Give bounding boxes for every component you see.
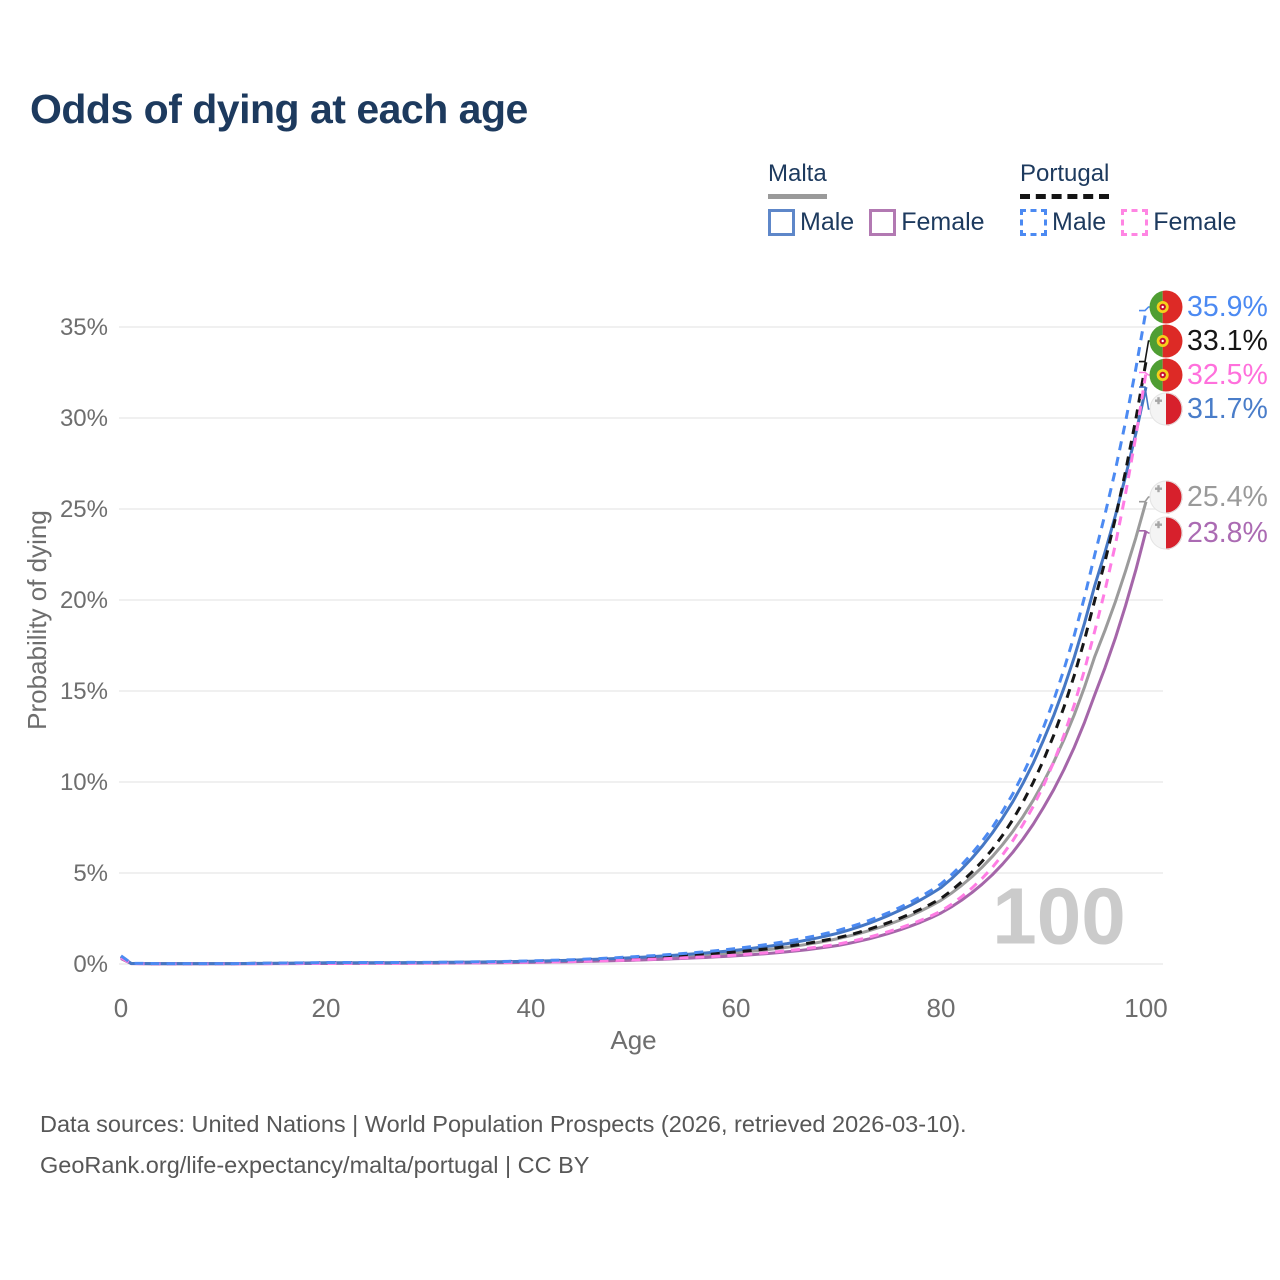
legend-items-portugal: Male Female [1020,208,1252,237]
x-tick-60: 60 [722,993,751,1023]
x-tick-40: 40 [517,993,546,1023]
portugal-flag-icon [1149,358,1183,392]
legend-swatch-malta-female [869,209,897,236]
legend-item-portugal-female[interactable]: Female [1121,208,1251,237]
footer: Data sources: United Nations | World Pop… [40,1104,967,1186]
y-tick-10: 10% [60,769,108,796]
malta-flag-icon [1149,392,1183,426]
legend-items-malta: Male Female [768,208,1000,237]
end-label-portugal-male: 35.9% [1187,291,1268,323]
legend-header-portugal[interactable]: Portugal [1020,160,1110,199]
legend-swatch-portugal-female [1121,209,1149,236]
legend-label-malta-male: Male [800,208,855,236]
footer-data-sources: Data sources: United Nations | World Pop… [40,1111,967,1137]
series-line-portugal-female [120,372,1148,966]
end-label-portugal-all: 33.1% [1187,325,1268,357]
y-tick-30: 30% [60,405,108,432]
x-tick-0: 0 [114,993,128,1023]
legend-swatch-malta-male [768,209,795,236]
legend-item-malta-female[interactable]: Female [869,208,999,237]
legend-swatch-portugal-male [1020,209,1047,236]
x-tick-100: 100 [1124,993,1167,1023]
line-chart[interactable]: 0% 5% 10% 15% 20% 25% 30% 35% 0 20 40 60 80 100 Age Pro… [0,280,1280,1070]
legend-item-malta-male[interactable]: Male [768,208,869,237]
legend-label-malta-female: Female [901,208,985,236]
series-line-portugal-male [120,310,1148,966]
y-tick-15: 15% [60,678,108,705]
x-tick-80: 80 [927,993,956,1023]
y-tick-20: 20% [60,587,108,614]
legend-group-portugal: Portugal Male Female [1020,160,1252,237]
y-tick-35: 35% [60,314,108,341]
page-title: Odds of dying at each age [30,86,528,132]
malta-flag-icon [1149,516,1183,550]
legend-group-malta: Malta Male Female [768,160,1000,237]
malta-flag-icon [1149,480,1183,514]
end-label-malta-all: 25.4% [1187,481,1268,513]
y-tick-0: 0% [73,951,108,978]
legend-item-portugal-male[interactable]: Male [1020,208,1121,237]
footer-attribution-link: GeoRank.org/life-expectancy/malta/portug… [40,1152,590,1178]
portugal-flag-icon [1149,324,1183,358]
y-tick-25: 25% [60,496,108,523]
legend-label-portugal-male: Male [1052,208,1107,236]
end-label-malta-female: 23.8% [1187,517,1268,549]
y-axis-title: Probability of dying [22,510,52,730]
legend-header-malta[interactable]: Malta [768,160,827,199]
hover-age-watermark: 100 [992,872,1125,961]
x-tick-20: 20 [312,993,341,1023]
end-label-portugal-female: 32.5% [1187,359,1268,391]
y-tick-5: 5% [73,860,108,887]
legend-label-portugal-female: Female [1153,208,1237,236]
portugal-flag-icon [1149,290,1183,324]
end-label-malta-male: 31.7% [1187,393,1268,425]
x-axis-title: Age [610,1025,656,1055]
